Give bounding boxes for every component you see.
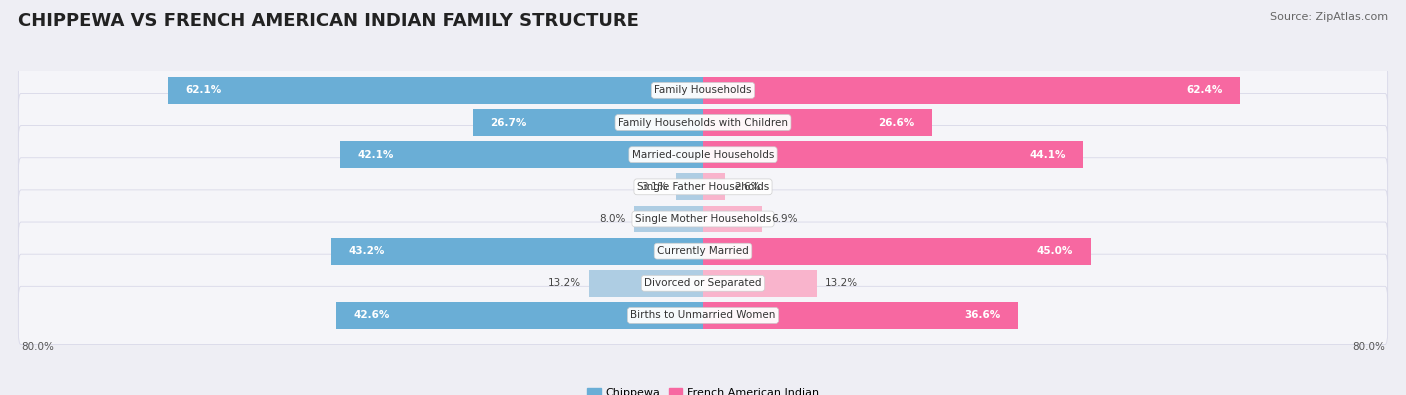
FancyBboxPatch shape bbox=[18, 158, 1388, 216]
FancyBboxPatch shape bbox=[18, 190, 1388, 248]
Text: Births to Unmarried Women: Births to Unmarried Women bbox=[630, 310, 776, 320]
Bar bbox=[703, 141, 1083, 168]
Bar bbox=[703, 238, 1091, 265]
Text: Family Households with Children: Family Households with Children bbox=[619, 118, 787, 128]
Text: 26.6%: 26.6% bbox=[879, 118, 915, 128]
Bar bbox=[472, 109, 703, 136]
FancyBboxPatch shape bbox=[18, 126, 1388, 184]
Text: 26.7%: 26.7% bbox=[491, 118, 527, 128]
Text: 80.0%: 80.0% bbox=[1353, 342, 1385, 352]
Bar bbox=[703, 173, 725, 200]
FancyBboxPatch shape bbox=[18, 61, 1388, 120]
Text: Divorced or Separated: Divorced or Separated bbox=[644, 278, 762, 288]
Bar bbox=[330, 238, 703, 265]
Text: 45.0%: 45.0% bbox=[1038, 246, 1073, 256]
Bar bbox=[169, 77, 703, 104]
FancyBboxPatch shape bbox=[18, 254, 1388, 312]
Text: 44.1%: 44.1% bbox=[1029, 150, 1066, 160]
Text: 13.2%: 13.2% bbox=[547, 278, 581, 288]
Bar bbox=[589, 270, 703, 297]
Bar bbox=[336, 302, 703, 329]
Text: 2.6%: 2.6% bbox=[734, 182, 761, 192]
Text: 3.1%: 3.1% bbox=[641, 182, 668, 192]
Text: 13.2%: 13.2% bbox=[825, 278, 859, 288]
Text: 42.6%: 42.6% bbox=[353, 310, 389, 320]
FancyBboxPatch shape bbox=[18, 94, 1388, 152]
Text: Source: ZipAtlas.com: Source: ZipAtlas.com bbox=[1270, 12, 1388, 22]
Text: 8.0%: 8.0% bbox=[599, 214, 626, 224]
Bar bbox=[340, 141, 703, 168]
Text: Family Households: Family Households bbox=[654, 85, 752, 95]
Text: 43.2%: 43.2% bbox=[349, 246, 385, 256]
Bar bbox=[703, 302, 1018, 329]
Text: CHIPPEWA VS FRENCH AMERICAN INDIAN FAMILY STRUCTURE: CHIPPEWA VS FRENCH AMERICAN INDIAN FAMIL… bbox=[18, 12, 640, 30]
Text: Single Mother Households: Single Mother Households bbox=[636, 214, 770, 224]
Bar bbox=[703, 205, 762, 233]
Bar bbox=[703, 109, 932, 136]
Text: 6.9%: 6.9% bbox=[770, 214, 797, 224]
FancyBboxPatch shape bbox=[18, 286, 1388, 344]
Bar bbox=[676, 173, 703, 200]
Text: 62.4%: 62.4% bbox=[1187, 85, 1223, 95]
Text: Currently Married: Currently Married bbox=[657, 246, 749, 256]
FancyBboxPatch shape bbox=[18, 222, 1388, 280]
Text: 42.1%: 42.1% bbox=[357, 150, 394, 160]
Text: 80.0%: 80.0% bbox=[21, 342, 53, 352]
Text: 62.1%: 62.1% bbox=[186, 85, 222, 95]
Legend: Chippewa, French American Indian: Chippewa, French American Indian bbox=[583, 384, 823, 395]
Text: Single Father Households: Single Father Households bbox=[637, 182, 769, 192]
Text: 36.6%: 36.6% bbox=[965, 310, 1001, 320]
Bar bbox=[703, 77, 1240, 104]
Text: Married-couple Households: Married-couple Households bbox=[631, 150, 775, 160]
Bar bbox=[703, 270, 817, 297]
Bar bbox=[634, 205, 703, 233]
